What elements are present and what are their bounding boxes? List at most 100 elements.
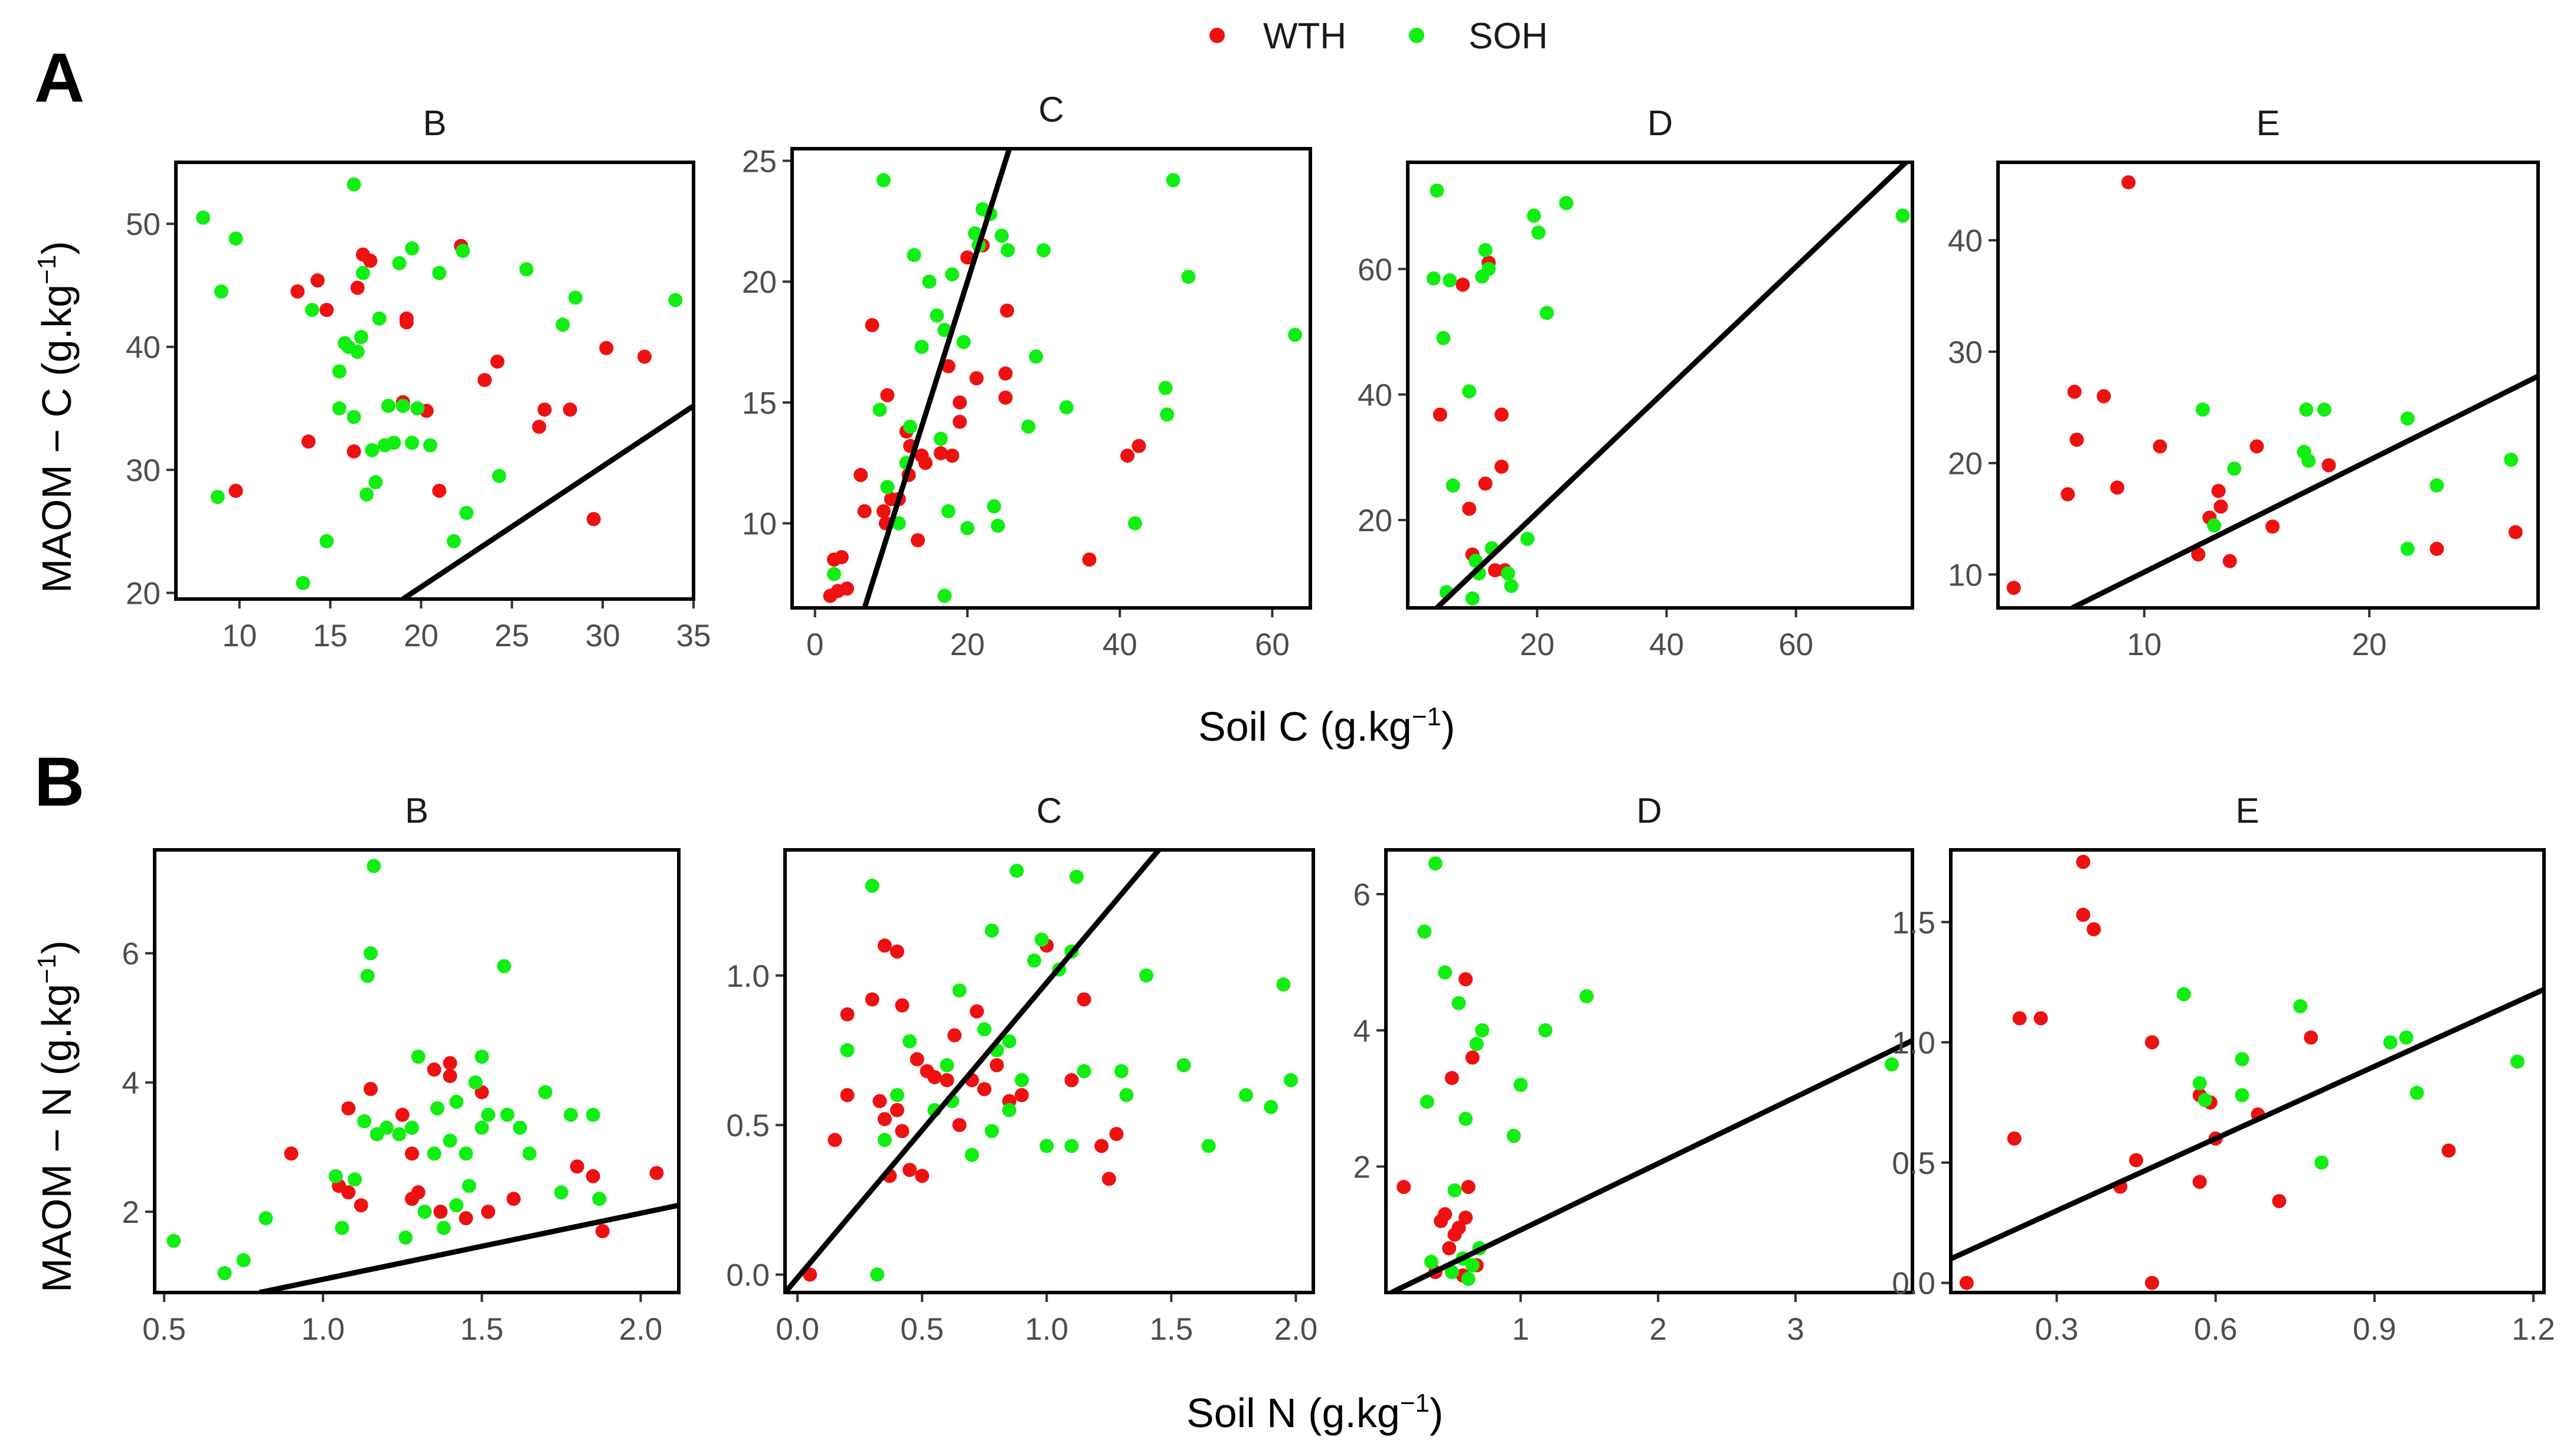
- soh-point: [405, 241, 420, 256]
- panel-b-b: B 0.5 1.0 1.5 2.0 2 4 6: [122, 791, 681, 1347]
- soh-point: [196, 210, 211, 225]
- wth-point: [1109, 1127, 1124, 1141]
- wth-point: [399, 315, 414, 329]
- wth-point: [506, 1192, 521, 1206]
- soh-point: [166, 1233, 181, 1248]
- soh-point: [2235, 1088, 2249, 1102]
- panel-a-e: E 10 20 10 20 30 40: [1948, 103, 2540, 662]
- wth-point: [341, 1101, 356, 1115]
- wth-point: [363, 253, 378, 268]
- x-tick-label: 40: [1649, 627, 1684, 662]
- x-tick-label: 35: [676, 619, 711, 653]
- wth-point: [989, 1058, 1004, 1072]
- soh-point: [1482, 261, 1496, 276]
- soh-point: [1504, 578, 1519, 593]
- wth-point: [1462, 501, 1477, 516]
- wth-point: [2121, 175, 2136, 189]
- wth-point: [1438, 1207, 1453, 1222]
- x-tick-label: 10: [222, 619, 257, 653]
- wth-point: [1959, 1275, 1974, 1290]
- wth-point: [2061, 487, 2075, 502]
- soh-point: [332, 401, 346, 415]
- wth-point: [940, 1073, 954, 1088]
- x-tick-label: 25: [495, 619, 529, 653]
- wth-point: [1494, 407, 1509, 422]
- soh-point: [456, 244, 470, 259]
- soh-point: [1119, 1088, 1134, 1102]
- wth-point: [310, 273, 325, 288]
- soh-point: [914, 339, 929, 354]
- soh-point: [417, 1205, 432, 1219]
- wth-point: [911, 533, 926, 548]
- soh-point: [1160, 407, 1175, 422]
- wth-point: [915, 1169, 930, 1183]
- row-a-tag: A: [34, 39, 84, 117]
- soh-point: [1506, 1128, 1521, 1143]
- soh-point: [2383, 1035, 2398, 1050]
- panel-frame: [1949, 848, 2546, 1294]
- wth-point: [970, 1004, 985, 1019]
- soh-point: [2400, 411, 2415, 426]
- panel-a-b: B 10 15 20 25 30 35 20 30 40 50: [126, 103, 711, 653]
- soh-point: [1034, 933, 1049, 947]
- soh-point: [586, 1107, 600, 1122]
- soh-point: [903, 419, 918, 434]
- wth-point: [1101, 1172, 1116, 1186]
- soh-point: [1513, 1078, 1528, 1092]
- soh-point: [1000, 243, 1015, 257]
- soh-point: [522, 1146, 537, 1161]
- wth-point: [478, 372, 492, 387]
- wth-point: [1000, 303, 1015, 318]
- soh-point: [985, 923, 999, 938]
- wth-point: [840, 1088, 855, 1102]
- wth-point: [1064, 1073, 1079, 1088]
- wth-point: [228, 483, 243, 498]
- panel-frame: [790, 147, 1312, 610]
- wth-point: [2265, 519, 2280, 534]
- wth-point: [1465, 1050, 1480, 1065]
- soh-point: [1284, 1073, 1299, 1088]
- soh-point: [512, 1120, 527, 1135]
- y-tick-label: 1.5: [1892, 905, 1935, 940]
- soh-point: [1114, 1064, 1129, 1078]
- wth-point: [2144, 1275, 2159, 1290]
- wth-point: [2087, 922, 2101, 937]
- panel-title: B: [405, 791, 429, 830]
- soh-point: [365, 443, 380, 457]
- panel-plot-area: [1390, 856, 1912, 1293]
- row-a-y-title-text: MAOM − C (g.kg: [34, 284, 80, 593]
- soh-point: [1064, 1138, 1079, 1153]
- y-tick-label: 10: [742, 507, 777, 542]
- wth-point: [599, 341, 614, 355]
- y-tick-label: 60: [1358, 253, 1392, 287]
- soh-point: [411, 1049, 426, 1064]
- wth-point: [341, 1185, 356, 1200]
- wth-point: [876, 504, 891, 519]
- wth-point: [1487, 563, 1502, 578]
- wth-point: [586, 1169, 600, 1183]
- wth-point: [2321, 458, 2336, 473]
- soh-point: [468, 1075, 483, 1090]
- wth-point: [481, 1205, 496, 1219]
- row-b-y-title: MAOM − N (g.kg−1): [32, 940, 80, 1293]
- wth-point: [2249, 439, 2264, 454]
- x-tick-label: 20: [404, 619, 439, 653]
- legend: WTH SOH: [1209, 16, 1548, 57]
- x-tick-label: 1.0: [1025, 1312, 1068, 1347]
- x-tick-label: 0: [806, 627, 823, 662]
- panel-b-e: E 0.3 0.6 0.9 1.2 0.0 0.5 1.0 1.5: [1892, 791, 2555, 1347]
- soh-point: [423, 438, 437, 453]
- soh-point: [1469, 1036, 1484, 1051]
- wth-point: [1494, 459, 1509, 474]
- wth-point: [459, 1211, 473, 1226]
- wth-point: [1456, 277, 1470, 292]
- wth-point: [363, 1082, 378, 1097]
- y-tick-label: 10: [1948, 558, 1983, 593]
- wth-point: [432, 483, 447, 498]
- soh-point: [348, 1172, 362, 1187]
- y-tick-label: 30: [126, 453, 161, 488]
- soh-point: [960, 521, 975, 535]
- soh-point: [2198, 1092, 2212, 1107]
- wth-point: [1120, 449, 1135, 463]
